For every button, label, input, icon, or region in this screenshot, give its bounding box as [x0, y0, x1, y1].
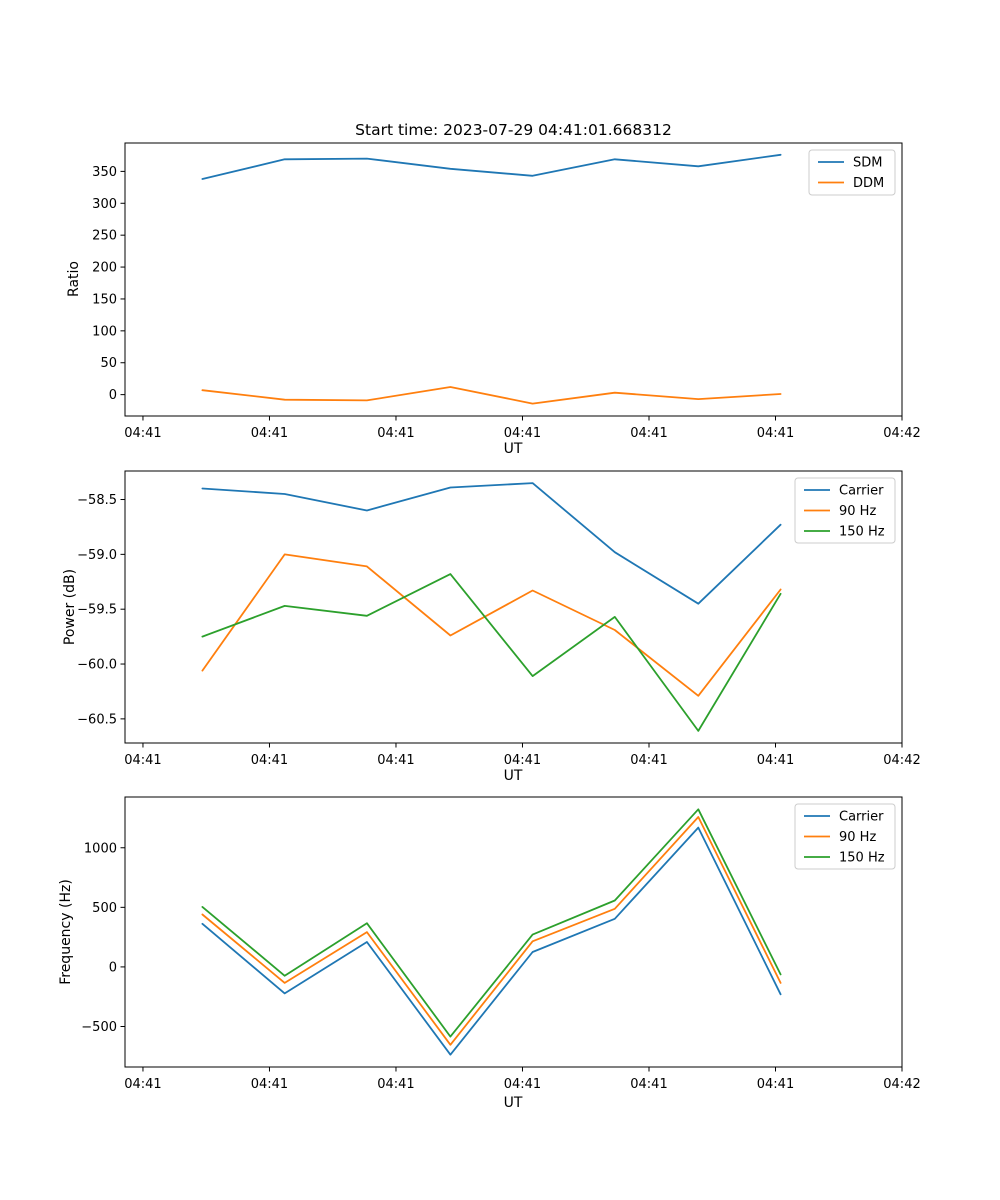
x-tick-label: 04:41 — [504, 1077, 541, 1092]
legend-label-carrier: Carrier — [839, 484, 884, 499]
ratio-y-axis-label: Ratio — [66, 261, 82, 297]
y-tick-label: 300 — [92, 197, 117, 212]
series-line-150-hz — [201, 808, 782, 1038]
x-tick-label: 04:41 — [630, 1077, 667, 1092]
x-tick-label: 04:41 — [251, 753, 288, 768]
y-tick-label: 1000 — [84, 841, 117, 856]
x-tick-label: 04:42 — [883, 753, 920, 768]
legend-box — [794, 477, 896, 544]
x-tick-label: 04:41 — [757, 1077, 794, 1092]
ratio-chart-title: Start time: 2023-07-29 04:41:01.668312 — [355, 121, 672, 139]
y-tick-label: 350 — [92, 165, 117, 180]
y-tick-label: −500 — [81, 1020, 117, 1035]
y-tick-label: 150 — [92, 292, 117, 307]
legend-label-150-hz: 150 Hz — [839, 851, 885, 866]
frequency-chart: 04:41 04:41 04:41 04:41 04:41 04:41 04:42 −500 0… — [81, 796, 921, 1092]
y-tick-label: 0 — [109, 388, 117, 403]
series-line-carrier — [201, 482, 782, 605]
y-tick-label: 50 — [100, 356, 117, 371]
y-tick-label: 250 — [92, 229, 117, 244]
series-line-150-hz — [201, 573, 782, 732]
axes-frame — [124, 796, 903, 1068]
legend-label-ddm: DDM — [853, 176, 884, 191]
y-tick-label: −59.0 — [77, 548, 117, 563]
x-tick-label: 04:41 — [251, 1077, 288, 1092]
frequency-x-axis-label: UT — [503, 1095, 523, 1111]
power-x-axis-label: UT — [503, 768, 523, 784]
x-tick-label: 04:41 — [377, 753, 414, 768]
legend-box — [794, 803, 896, 870]
series-line-ddm — [201, 386, 782, 405]
x-tick-label: 04:41 — [124, 1077, 161, 1092]
x-tick-label: 04:42 — [883, 426, 920, 441]
y-tick-label: −60.0 — [77, 658, 117, 673]
series-line-90-hz — [201, 553, 782, 697]
power-chart: 04:41 04:41 04:41 04:41 04:41 04:41 04:42 −60.5… — [77, 470, 921, 768]
axes-frame — [124, 470, 903, 744]
y-tick-label: 500 — [92, 901, 117, 916]
series-line-sdm — [201, 153, 782, 180]
series-line-90-hz — [201, 816, 782, 1046]
legend-label-sdm: SDM — [853, 156, 882, 171]
x-tick-label: 04:41 — [251, 426, 288, 441]
y-tick-label: 100 — [92, 324, 117, 339]
legend-label-150-hz: 150 Hz — [839, 525, 885, 540]
x-tick-label: 04:41 — [757, 426, 794, 441]
x-tick-label: 04:42 — [883, 1077, 920, 1092]
legend-label-carrier: Carrier — [839, 810, 884, 825]
x-tick-label: 04:41 — [630, 426, 667, 441]
x-tick-label: 04:41 — [630, 753, 667, 768]
y-tick-label: −58.5 — [77, 493, 117, 508]
ratio-x-axis-label: UT — [503, 441, 523, 457]
x-tick-label: 04:41 — [757, 753, 794, 768]
legend-label-90-hz: 90 Hz — [839, 504, 876, 519]
axes-frame — [124, 142, 903, 417]
y-tick-label: −59.5 — [77, 603, 117, 618]
ratio-chart: 04:41 04:41 04:41 04:41 04:41 04:41 04:42 0 50 10… — [92, 142, 921, 441]
frequency-y-axis-label: Frequency (Hz) — [58, 879, 74, 985]
x-tick-label: 04:41 — [504, 426, 541, 441]
x-tick-label: 04:41 — [124, 426, 161, 441]
x-tick-label: 04:41 — [377, 426, 414, 441]
legend-label-90-hz: 90 Hz — [839, 830, 876, 845]
y-tick-label: 200 — [92, 261, 117, 276]
x-tick-label: 04:41 — [377, 1077, 414, 1092]
x-tick-label: 04:41 — [124, 753, 161, 768]
y-tick-label: 0 — [109, 960, 117, 975]
series-line-carrier — [201, 826, 782, 1056]
power-y-axis-label: Power (dB) — [62, 568, 78, 646]
x-tick-label: 04:41 — [504, 753, 541, 768]
y-tick-label: −60.5 — [77, 712, 117, 727]
